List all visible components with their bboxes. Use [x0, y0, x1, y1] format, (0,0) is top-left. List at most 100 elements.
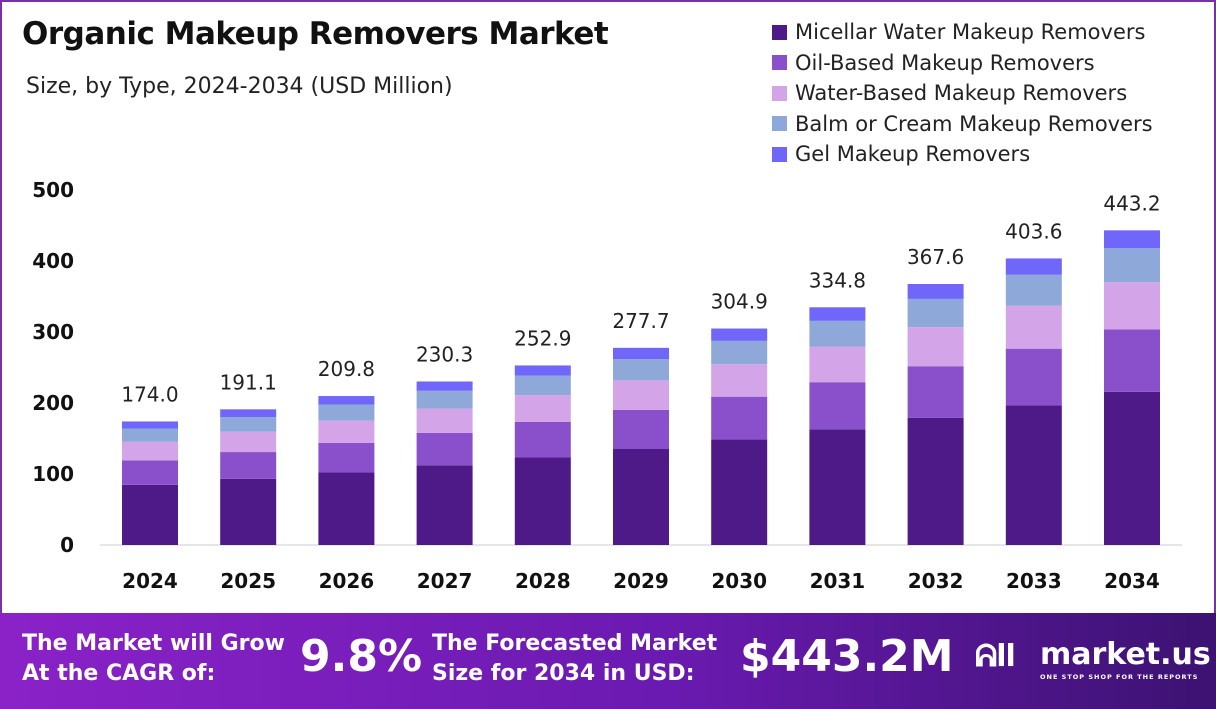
total-label: 367.6 [907, 245, 964, 269]
legend-label: Micellar Water Makeup Removers [795, 20, 1146, 45]
bar-segment [220, 478, 277, 545]
bar-segment [514, 457, 571, 545]
bar-segment [122, 460, 178, 485]
legend-swatch [772, 116, 787, 132]
x-tick-label: 2028 [515, 569, 571, 593]
cagr-label-line2: At the CAGR of: [22, 661, 216, 686]
legend-swatch [772, 24, 787, 40]
total-label: 334.8 [809, 268, 866, 292]
legend-item: Gel Makeup Removers [772, 139, 1153, 170]
bar-segment [907, 284, 964, 299]
bar-segment [122, 421, 178, 429]
bar-segment [907, 298, 964, 328]
bar-segment [809, 346, 866, 383]
bar-segment [514, 395, 571, 422]
total-label: 191.1 [220, 370, 277, 394]
bar-segment [416, 432, 473, 466]
bar-segment [907, 327, 964, 367]
bar-segment [809, 320, 866, 347]
bar-segment [1104, 282, 1160, 330]
x-tick-label: 2032 [908, 569, 964, 593]
y-tick-label: 100 [32, 462, 74, 486]
bar-segment [416, 465, 473, 545]
stacked-bar-chart: 0 100 200 300 400 500 174.0 2024 191.1 2025 209.8 2… [32, 178, 1182, 593]
bar-segment [318, 420, 375, 443]
bar-segment [809, 382, 866, 430]
bar-segment [220, 431, 277, 453]
bar-segment [122, 441, 178, 461]
bar-segment [711, 340, 768, 365]
x-tick-label: 2033 [1006, 569, 1062, 593]
bar-segment [1005, 258, 1062, 275]
bar-segment [514, 421, 571, 458]
footer-banner: The Market will Grow At the CAGR of: 9.8%… [0, 613, 1216, 709]
legend-label: Water-Based Makeup Removers [795, 81, 1128, 106]
bar-segment [711, 364, 768, 397]
bar-segment [711, 328, 768, 341]
total-label: 209.8 [318, 357, 375, 381]
bar-segment [318, 404, 375, 421]
y-tick-label: 400 [32, 249, 74, 273]
total-label: 443.2 [1103, 191, 1160, 215]
bar-segment [907, 366, 964, 418]
bar-segment [1104, 248, 1160, 283]
legend-item: Oil-Based Makeup Removers [772, 48, 1153, 79]
total-label: 304.9 [711, 290, 768, 314]
bar-segment [318, 396, 375, 405]
y-tick-label: 500 [32, 178, 74, 202]
bar-segment [613, 380, 669, 410]
cagr-label: The Market will Grow At the CAGR of: [22, 629, 285, 689]
forecast-value: $443.2M [740, 631, 954, 682]
bar-segment [809, 307, 866, 321]
bar-segment [1005, 348, 1062, 406]
x-tick-label: 2026 [319, 569, 375, 593]
legend-label: Gel Makeup Removers [795, 142, 1031, 167]
legend-label: Balm or Cream Makeup Removers [795, 111, 1153, 136]
bar-segment [1005, 405, 1062, 545]
chart-title: Organic Makeup Removers Market [22, 16, 609, 52]
legend: Micellar Water Makeup Removers Oil-Based … [772, 17, 1153, 170]
x-tick-label: 2027 [417, 569, 473, 593]
brand-tagline: ONE STOP SHOP FOR THE REPORTS [1040, 673, 1199, 681]
bar-segment [416, 408, 473, 433]
bar-segment [1104, 329, 1160, 392]
legend-swatch [772, 55, 787, 71]
legend-item: Water-Based Makeup Removers [772, 78, 1153, 109]
bar-segment [613, 409, 669, 450]
bar-segment [318, 442, 375, 473]
total-label: 252.9 [514, 326, 571, 350]
y-tick-label: 200 [32, 391, 74, 415]
bar-segment [613, 449, 669, 545]
x-tick-label: 2024 [122, 569, 178, 593]
bar-segment [711, 396, 768, 440]
cagr-value: 9.8% [300, 631, 423, 682]
bar-segment [1104, 230, 1160, 249]
brand-name: market.us [1040, 637, 1211, 672]
bar-segment [122, 428, 178, 442]
bar-segment [613, 347, 669, 360]
bar-segment [613, 359, 669, 381]
x-tick-label: 2034 [1104, 569, 1160, 593]
bar-segment [1005, 274, 1062, 306]
total-label: 174.0 [121, 382, 178, 406]
bar-segment [416, 390, 473, 409]
bar-segment [416, 381, 473, 391]
bar-segment [1104, 391, 1160, 545]
total-label: 277.7 [612, 309, 669, 333]
bar-segment [514, 365, 571, 376]
bar-segment [711, 439, 768, 545]
bar-segment [220, 409, 277, 418]
bar-segment [220, 417, 277, 432]
total-label: 403.6 [1005, 219, 1062, 243]
y-tick-label: 300 [32, 320, 74, 344]
y-tick-label: 0 [60, 533, 74, 557]
x-tick-label: 2031 [810, 569, 866, 593]
legend-label: Oil-Based Makeup Removers [795, 50, 1095, 75]
market-us-logo-icon: ᕱll [975, 639, 1016, 674]
bar-segment [809, 429, 866, 545]
legend-item: Balm or Cream Makeup Removers [772, 109, 1153, 140]
cagr-label-line1: The Market will Grow [22, 631, 285, 656]
forecast-label-line2: Size for 2034 in USD: [432, 661, 695, 686]
bar-segment [514, 375, 571, 396]
x-tick-label: 2030 [711, 569, 767, 593]
